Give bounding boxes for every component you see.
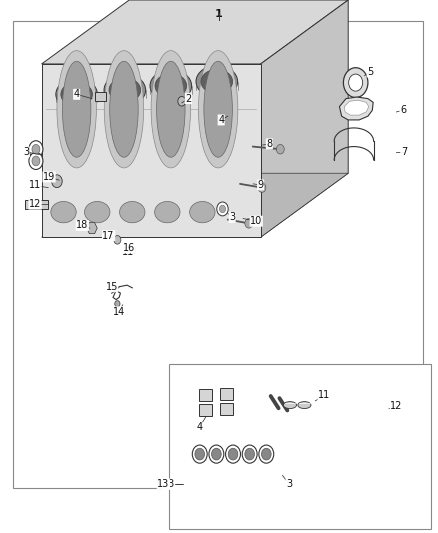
Ellipse shape <box>51 201 76 223</box>
Ellipse shape <box>201 69 233 94</box>
Ellipse shape <box>190 201 215 223</box>
Circle shape <box>52 175 62 188</box>
Ellipse shape <box>259 445 274 463</box>
Ellipse shape <box>196 66 237 98</box>
Ellipse shape <box>56 78 97 110</box>
Ellipse shape <box>245 448 254 460</box>
Ellipse shape <box>195 448 205 460</box>
FancyBboxPatch shape <box>199 389 212 401</box>
Ellipse shape <box>283 402 297 408</box>
Ellipse shape <box>110 61 138 157</box>
Circle shape <box>29 141 43 158</box>
Ellipse shape <box>104 74 145 106</box>
Text: 6: 6 <box>400 106 406 115</box>
Text: 2: 2 <box>185 94 191 103</box>
Ellipse shape <box>198 51 238 168</box>
Text: 9: 9 <box>258 180 264 190</box>
Polygon shape <box>42 173 348 237</box>
Polygon shape <box>261 0 348 237</box>
Ellipse shape <box>156 61 185 157</box>
Ellipse shape <box>298 402 311 408</box>
Text: 7: 7 <box>401 147 407 157</box>
Text: 18: 18 <box>76 221 88 230</box>
Ellipse shape <box>212 448 221 460</box>
Circle shape <box>178 96 186 106</box>
FancyBboxPatch shape <box>25 200 48 209</box>
Circle shape <box>343 68 368 98</box>
Text: 4: 4 <box>218 115 224 125</box>
Ellipse shape <box>151 51 191 168</box>
FancyBboxPatch shape <box>169 364 431 529</box>
Text: 4: 4 <box>74 90 80 99</box>
Circle shape <box>128 246 135 255</box>
Circle shape <box>349 74 363 91</box>
Ellipse shape <box>204 61 233 157</box>
Ellipse shape <box>120 201 145 223</box>
Polygon shape <box>344 100 369 115</box>
Ellipse shape <box>209 445 224 463</box>
Circle shape <box>32 144 40 154</box>
Ellipse shape <box>61 82 92 107</box>
Text: 3: 3 <box>286 479 292 489</box>
Ellipse shape <box>192 445 207 463</box>
FancyBboxPatch shape <box>13 21 423 488</box>
Circle shape <box>245 219 253 228</box>
Circle shape <box>29 152 43 169</box>
FancyBboxPatch shape <box>220 403 233 415</box>
FancyBboxPatch shape <box>220 388 233 400</box>
Text: 12: 12 <box>390 401 403 411</box>
Text: 3: 3 <box>229 213 235 222</box>
Ellipse shape <box>109 78 141 102</box>
Text: 3: 3 <box>23 147 29 157</box>
Text: 11: 11 <box>29 181 41 190</box>
Circle shape <box>114 236 121 244</box>
Circle shape <box>258 183 266 192</box>
Ellipse shape <box>155 201 180 223</box>
Ellipse shape <box>57 51 96 168</box>
Ellipse shape <box>228 448 238 460</box>
Text: 14: 14 <box>113 307 125 317</box>
Ellipse shape <box>85 201 110 223</box>
Text: 10: 10 <box>250 216 262 226</box>
Circle shape <box>115 301 120 307</box>
Text: 13: 13 <box>162 480 175 489</box>
Text: 1: 1 <box>215 9 223 19</box>
Text: 4: 4 <box>196 423 202 432</box>
Text: 19: 19 <box>43 172 55 182</box>
Text: 8: 8 <box>266 139 272 149</box>
Text: 17: 17 <box>102 231 115 240</box>
Circle shape <box>32 156 40 166</box>
Circle shape <box>217 202 228 216</box>
Text: 13: 13 <box>157 479 170 489</box>
Ellipse shape <box>150 70 192 102</box>
Text: 11: 11 <box>318 391 330 400</box>
Polygon shape <box>339 97 373 120</box>
Ellipse shape <box>62 61 91 157</box>
FancyBboxPatch shape <box>95 92 106 101</box>
Ellipse shape <box>226 445 240 463</box>
Text: 12: 12 <box>29 199 41 209</box>
Text: 15: 15 <box>106 282 118 292</box>
Ellipse shape <box>104 51 144 168</box>
Ellipse shape <box>155 74 187 98</box>
Polygon shape <box>42 0 348 64</box>
Text: 5: 5 <box>367 67 373 77</box>
Ellipse shape <box>261 448 271 460</box>
Ellipse shape <box>242 445 257 463</box>
FancyBboxPatch shape <box>199 404 212 416</box>
Polygon shape <box>42 64 261 237</box>
Text: 11: 11 <box>122 247 134 257</box>
Polygon shape <box>87 223 97 233</box>
Circle shape <box>219 205 226 213</box>
Text: 16: 16 <box>123 243 135 253</box>
Circle shape <box>276 144 284 154</box>
